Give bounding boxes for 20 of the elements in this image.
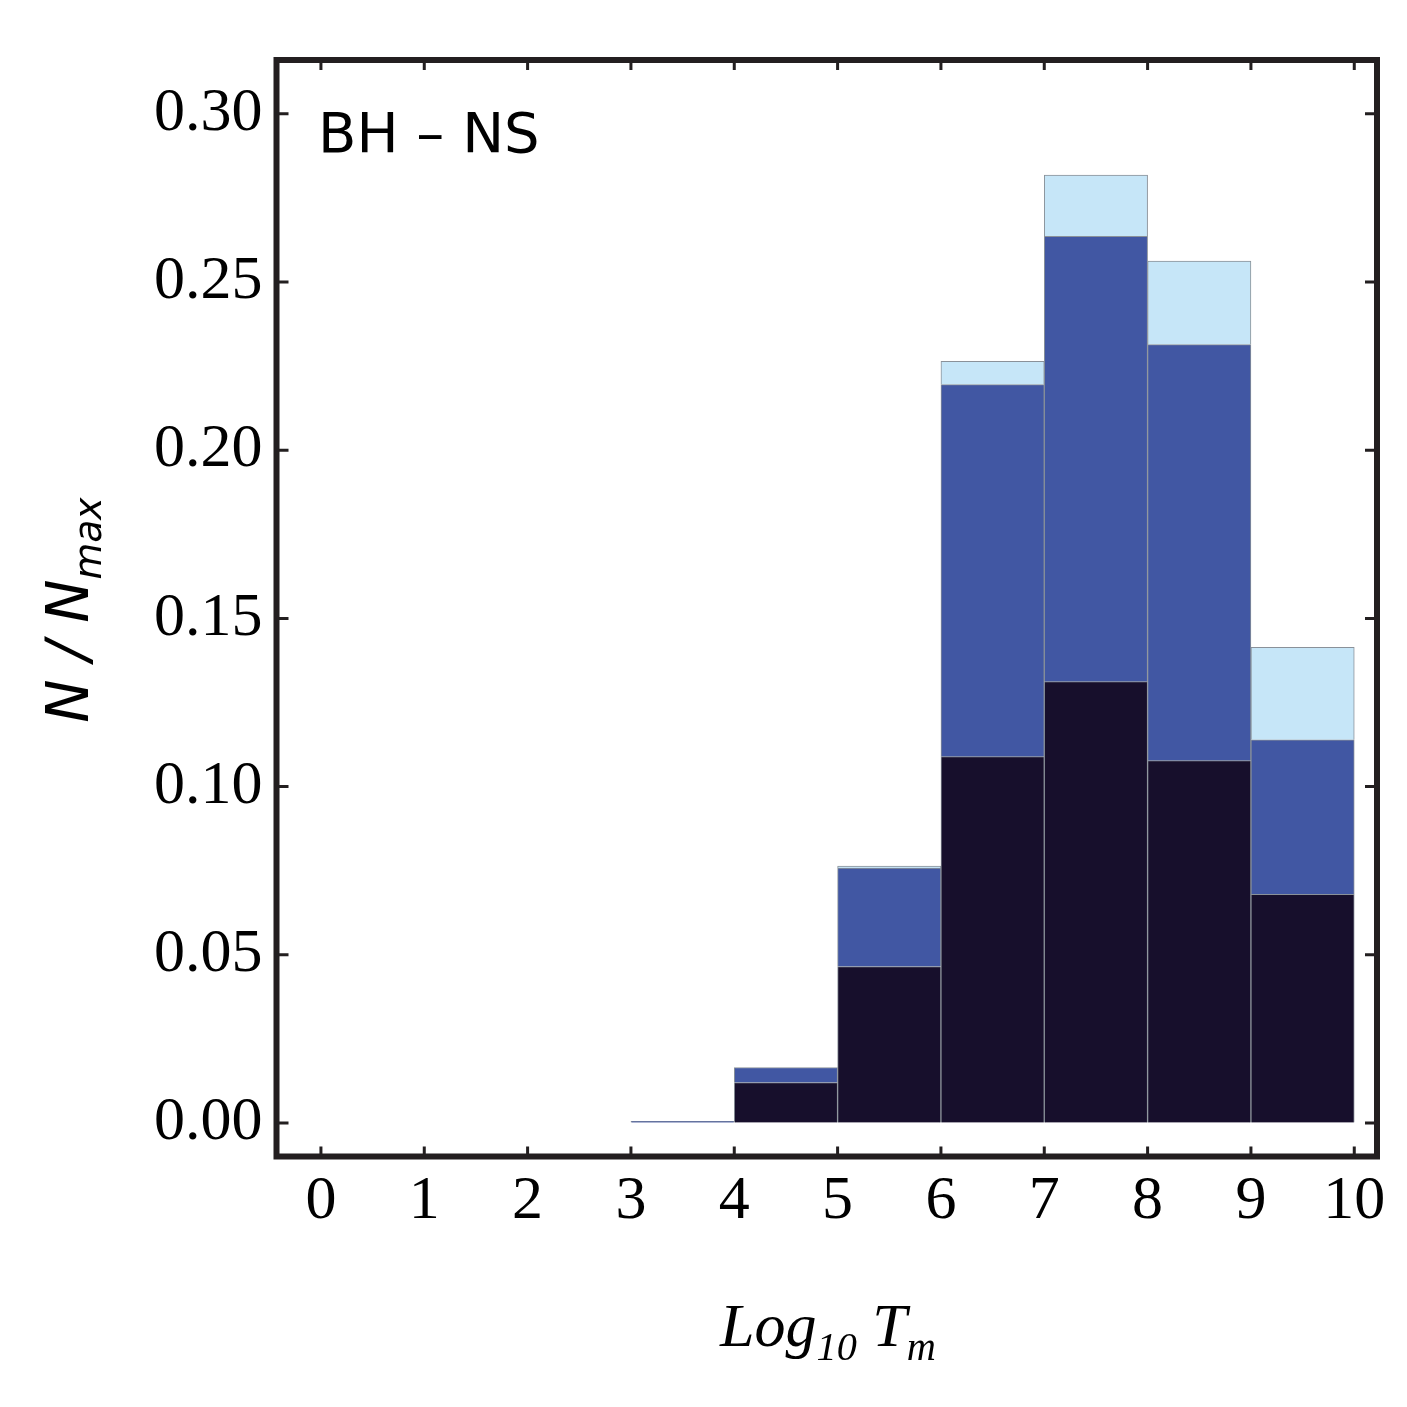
x-tick-label: 0 xyxy=(305,1163,337,1232)
x-tick-label: 9 xyxy=(1235,1163,1267,1232)
x-tick-label: 6 xyxy=(925,1163,957,1232)
y-tick-label: 0.15 xyxy=(154,579,263,648)
x-tick-label: 4 xyxy=(718,1163,750,1232)
x-tick-label: 10 xyxy=(1323,1163,1386,1232)
y-tick-label: 0.30 xyxy=(154,75,263,144)
x-tick-label: 2 xyxy=(512,1163,544,1232)
x-tick-label: 7 xyxy=(1028,1163,1060,1232)
y-tick-label: 0.00 xyxy=(154,1084,263,1153)
x-tick-label: 8 xyxy=(1132,1163,1164,1232)
x-tick-label: 5 xyxy=(822,1163,854,1232)
y-tick-label: 0.10 xyxy=(154,747,263,816)
x-tick-label: 1 xyxy=(408,1163,440,1232)
y-tick-label: 0.05 xyxy=(154,916,263,985)
y-tick-label: 0.25 xyxy=(154,243,263,312)
y-tick-label: 0.20 xyxy=(154,411,263,480)
x-tick-label: 3 xyxy=(615,1163,647,1232)
annotation: BH – NS xyxy=(318,100,540,165)
x-axis-title: Log$_{10}$ T$_{m}$ xyxy=(720,1290,936,1370)
